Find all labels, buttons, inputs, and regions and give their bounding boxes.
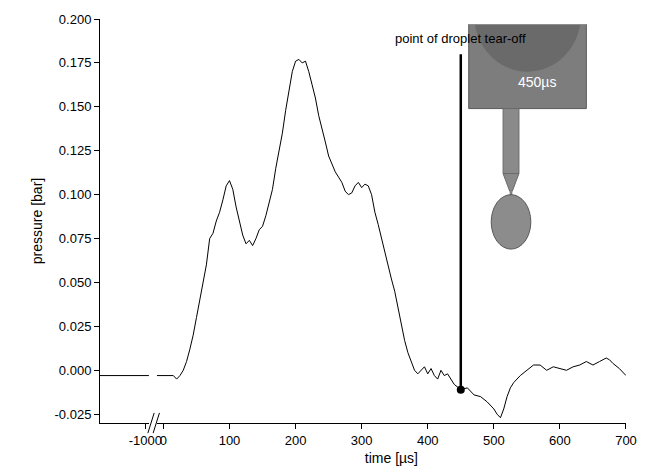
svg-text:-0.025: -0.025 (55, 407, 92, 422)
svg-text:200: 200 (285, 433, 307, 448)
svg-text:600: 600 (549, 433, 571, 448)
svg-text:100: 100 (219, 433, 241, 448)
svg-text:0.050: 0.050 (59, 275, 92, 290)
svg-text:point of droplet tear-off: point of droplet tear-off (395, 31, 526, 46)
svg-text:0.000: 0.000 (59, 363, 92, 378)
svg-text:0.175: 0.175 (59, 55, 92, 70)
svg-text:0.125: 0.125 (59, 143, 92, 158)
svg-text:500: 500 (483, 433, 505, 448)
svg-text:450µs: 450µs (518, 74, 556, 90)
svg-text:time [µs]: time [µs] (365, 450, 418, 466)
svg-text:-1000: -1000 (129, 433, 162, 448)
svg-text:300: 300 (351, 433, 373, 448)
svg-text:700: 700 (615, 433, 637, 448)
svg-text:0: 0 (160, 433, 167, 448)
svg-text:0.200: 0.200 (59, 12, 92, 27)
svg-text:0.075: 0.075 (59, 231, 92, 246)
svg-text:0.100: 0.100 (59, 187, 92, 202)
svg-text:400: 400 (417, 433, 439, 448)
svg-text:0.025: 0.025 (59, 319, 92, 334)
svg-text:0.150: 0.150 (59, 99, 92, 114)
svg-text:pressure [bar]: pressure [bar] (29, 178, 45, 264)
